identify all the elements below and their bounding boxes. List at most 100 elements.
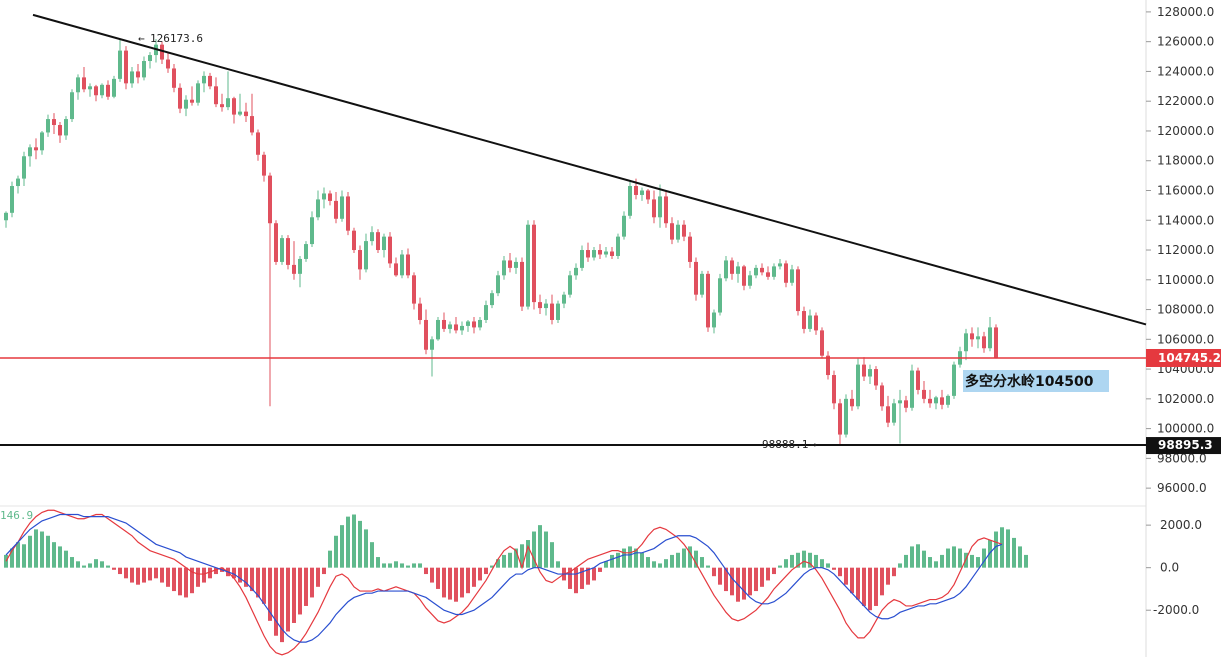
candle-body (298, 258, 302, 274)
candle-body (16, 178, 20, 187)
candle-body (898, 400, 902, 404)
macd-bar (460, 567, 464, 598)
candle-body (718, 278, 722, 313)
macd-bar (862, 567, 866, 606)
macd-bar (100, 561, 104, 568)
macd-bar (472, 567, 476, 587)
price-tick-label: 100000.0 (1157, 422, 1214, 436)
candle-body (412, 275, 416, 304)
candle-body (922, 389, 926, 399)
macd-bar (802, 550, 806, 568)
candle-body (472, 321, 476, 328)
candle-body (610, 251, 614, 256)
candle-body (346, 196, 350, 231)
candle-body (652, 199, 656, 218)
macd-bar (724, 567, 728, 592)
macd-bar (904, 554, 908, 568)
candle-body (82, 77, 86, 90)
macd-bar (10, 548, 14, 568)
candle-body (460, 325, 464, 331)
candle-body (580, 250, 584, 268)
macd-bar (838, 567, 842, 577)
macd-bar (34, 529, 38, 568)
macd-bar (784, 559, 788, 568)
candle-body (904, 400, 908, 408)
macd-bar (616, 552, 620, 568)
candle-body (670, 223, 674, 240)
candle-body (970, 333, 974, 340)
candle-body (184, 99, 188, 109)
candle-body (142, 61, 146, 78)
candle-body (712, 312, 716, 328)
macd-bar (130, 567, 134, 583)
price-axis: 128000.0 126000.0 124000.0 122000.0 120000.0… (1146, 5, 1214, 495)
candle-body (370, 232, 374, 242)
macd-bar (46, 535, 50, 568)
candle-body (952, 364, 956, 396)
macd-bar (622, 548, 626, 568)
macd-bar (502, 554, 506, 568)
candle-body (766, 272, 770, 277)
price-tick-label: 122000.0 (1157, 94, 1214, 108)
macd-bar (826, 563, 830, 568)
macd-bar (364, 529, 368, 568)
macd-bar (928, 557, 932, 568)
macd-bar (484, 567, 488, 575)
macd-fast-line (5, 509, 1003, 656)
macd-bar (106, 565, 110, 568)
candle-body (274, 223, 278, 262)
support-price-tag[interactable] (1146, 437, 1221, 455)
candle-body (442, 319, 446, 329)
macd-bar (328, 550, 332, 568)
candle-body (976, 336, 980, 340)
price-tick-label: 118000.0 (1157, 154, 1214, 168)
macd-bar (694, 550, 698, 568)
candle-body (220, 104, 224, 108)
candle-body (814, 315, 818, 331)
candle-body (730, 260, 734, 274)
candle-body (130, 71, 134, 84)
candle-body (256, 132, 260, 155)
macd-bar (934, 561, 938, 568)
macd-bar (334, 535, 338, 568)
macd-bar (196, 567, 200, 587)
macd-bar (394, 561, 398, 568)
candle-body (838, 403, 842, 435)
macd-bar (544, 531, 548, 568)
candle-body (436, 319, 440, 340)
candle-body (28, 147, 32, 157)
candle-body (496, 275, 500, 294)
current-price-tag[interactable] (1146, 348, 1221, 367)
macd-bar (172, 567, 176, 592)
macd-bar (118, 567, 122, 575)
macd-bar (586, 567, 590, 585)
candle-body (334, 200, 338, 219)
candle-body (292, 264, 296, 274)
candle-body (808, 315, 812, 329)
candle-body (94, 86, 98, 96)
candle-body (202, 75, 206, 84)
candle-body (172, 68, 176, 88)
price-tick-label: 116000.0 (1157, 183, 1214, 197)
macd-bar (190, 567, 194, 594)
candle-body (58, 125, 62, 136)
candle-body (520, 261, 524, 307)
macd-bar (532, 531, 536, 568)
candle-body (760, 267, 764, 273)
macd-value-label: 146.9 (0, 509, 33, 522)
candles (4, 38, 998, 446)
macd-bar (814, 554, 818, 568)
candle-body (394, 263, 398, 276)
candle-body (424, 319, 428, 350)
candle-body (76, 77, 80, 93)
macd-bar (682, 548, 686, 568)
macd-bar (58, 546, 62, 568)
macd-bar (772, 567, 776, 575)
macd-bar (76, 561, 80, 568)
candle-body (238, 111, 242, 115)
candle-body (22, 156, 26, 179)
macd-bar (676, 552, 680, 568)
macd-bar (688, 546, 692, 568)
candle-body (466, 321, 470, 326)
macd-bar (166, 567, 170, 587)
